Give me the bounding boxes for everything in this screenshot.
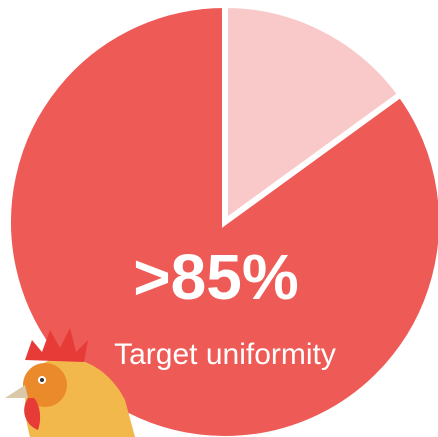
chart: >85% Target uniformity [0,0,438,437]
center-label: >85% [133,241,298,313]
rooster-pupil [40,378,44,382]
rooster-beak [5,385,28,398]
caption: Target uniformity [114,338,336,371]
